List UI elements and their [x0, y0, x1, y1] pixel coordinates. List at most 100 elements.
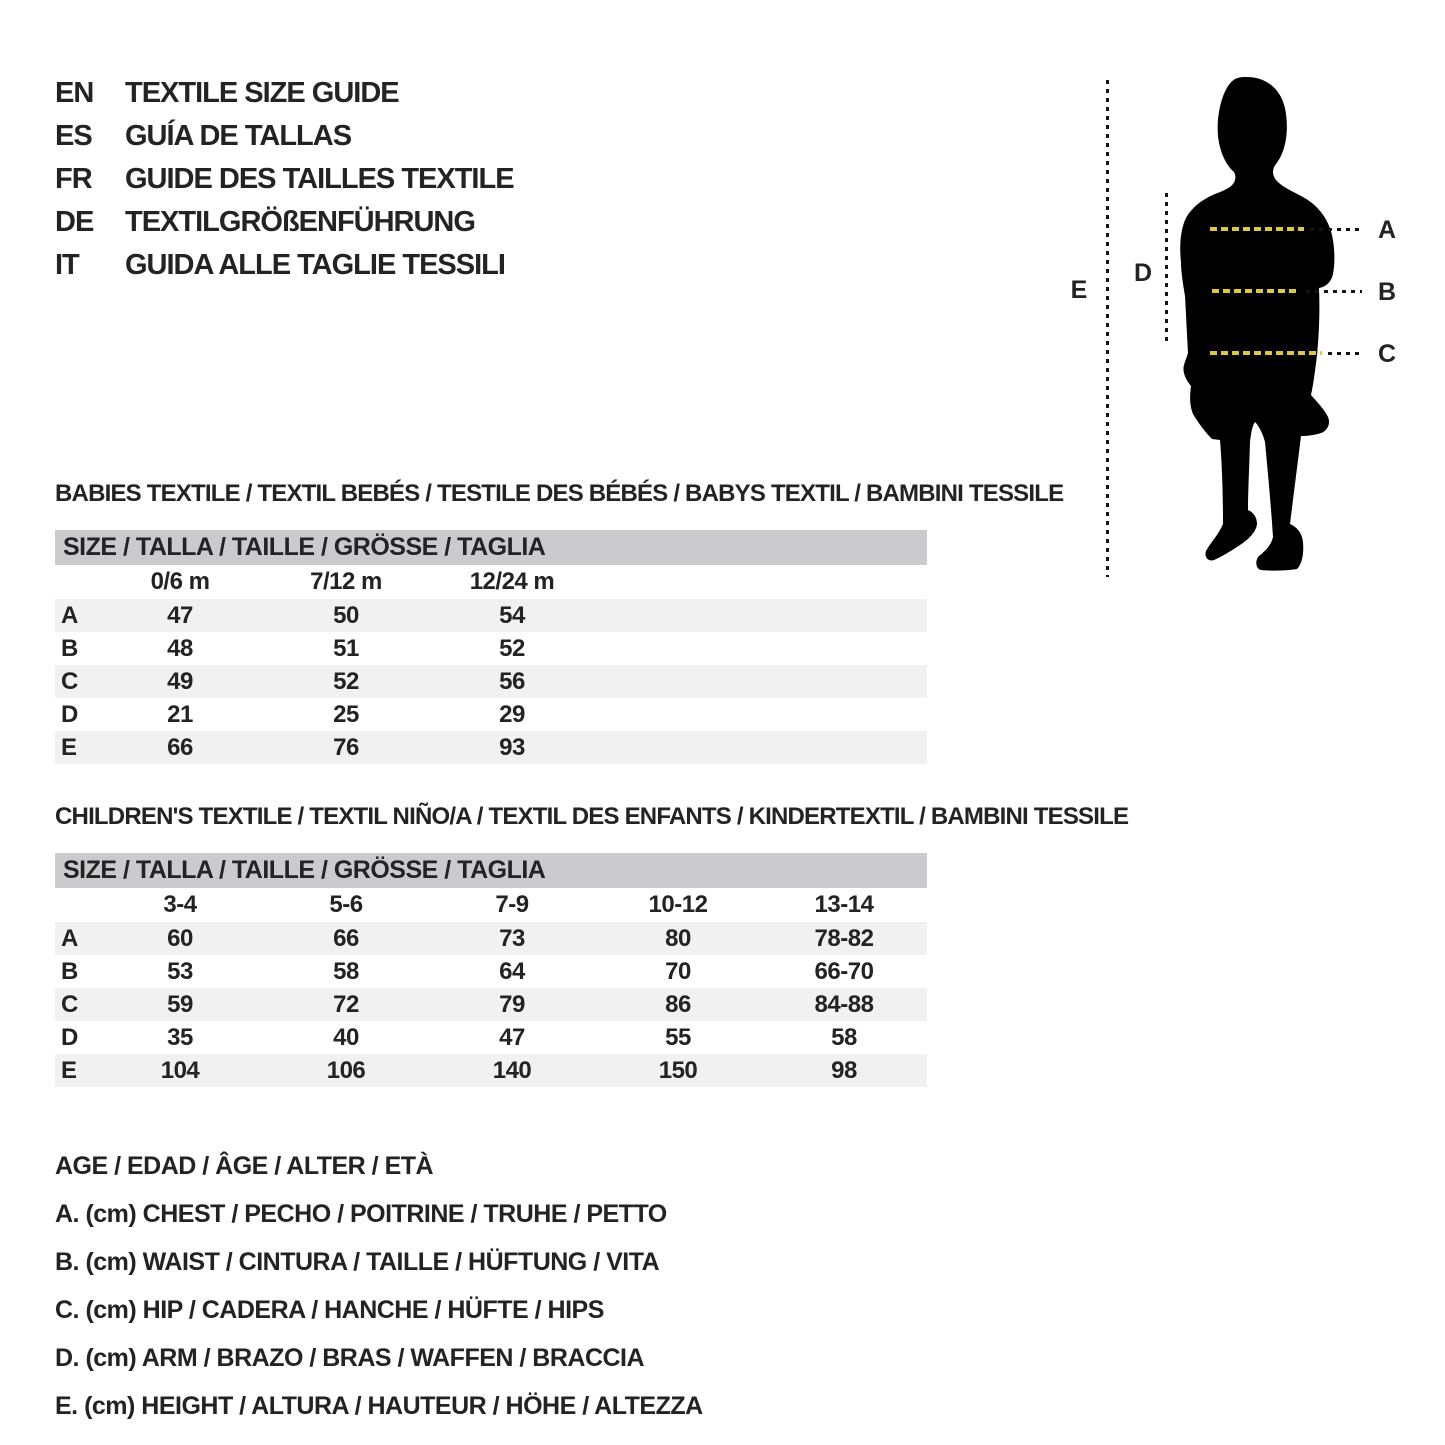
lang-title: GUÍA DE TALLAS: [125, 120, 352, 152]
legend-chest: A. (cm) CHEST / PECHO / POITRINE / TRUHE…: [55, 1200, 667, 1228]
empty-corner-cell: [55, 565, 97, 599]
lang-row-en: EN TEXTILE SIZE GUIDE: [55, 72, 514, 115]
cell: 58: [831, 1023, 857, 1051]
row-label: A: [61, 924, 78, 952]
cell: 58: [333, 957, 359, 985]
row-label: B: [61, 957, 78, 985]
filler-cell: [595, 565, 927, 599]
lang-row-es: ES GUÍA DE TALLAS: [55, 115, 514, 158]
measure-label-c: C: [1377, 340, 1397, 368]
column-header: 13-14: [814, 891, 874, 918]
legend-hip: C. (cm) HIP / CADERA / HANCHE / HÜFTE / …: [55, 1296, 604, 1324]
cell: 56: [499, 667, 525, 695]
column-header: 0/6 m: [150, 568, 210, 595]
lang-title: TEXTILGRÖßENFÜHRUNG: [125, 206, 476, 238]
lang-code: DE: [55, 206, 94, 238]
lang-code: FR: [55, 163, 93, 195]
cell: 48: [167, 634, 193, 662]
children-table: 3-4 5-6 7-9 10-12 13-14 A 60 66 73 80 78…: [55, 888, 927, 1087]
empty-corner-cell: [55, 888, 97, 922]
children-section-title: CHILDREN'S TEXTILE / TEXTIL NIÑO/A / TEX…: [55, 803, 1129, 830]
filler-cell: [595, 665, 927, 698]
column-header: 10-12: [648, 891, 708, 918]
lang-code: ES: [55, 120, 93, 152]
children-size-table: SIZE / TALLA / TAILLE / GRÖSSE / TAGLIA …: [55, 853, 927, 1087]
cell: 59: [167, 990, 193, 1018]
table-row: B 48 51 52: [55, 632, 927, 665]
babies-column-header-row: 0/6 m 7/12 m 12/24 m: [55, 565, 927, 599]
cell: 21: [167, 700, 193, 728]
cell: 86: [665, 990, 691, 1018]
arm-measure-line-d: [1165, 193, 1168, 345]
filler-cell: [595, 632, 927, 665]
lang-title: TEXTILE SIZE GUIDE: [125, 77, 400, 109]
children-table-header-bar: SIZE / TALLA / TAILLE / GRÖSSE / TAGLIA: [55, 853, 927, 888]
cell: 25: [333, 700, 359, 728]
lang-row-fr: FR GUIDE DES TAILLES TEXTILE: [55, 158, 515, 201]
cell: 50: [333, 601, 359, 629]
cell: 150: [658, 1056, 698, 1084]
row-label: B: [61, 634, 78, 662]
cell: 93: [499, 733, 525, 761]
legend-height: E. (cm) HEIGHT / ALTURA / HAUTEUR / HÖHE…: [55, 1392, 703, 1420]
babies-table-header-bar: SIZE / TALLA / TAILLE / GRÖSSE / TAGLIA: [55, 530, 927, 565]
table-row: C 49 52 56: [55, 665, 927, 698]
measure-label-b: B: [1377, 278, 1397, 306]
lang-row-it: IT GUIDA ALLE TAGLIE TESSILI: [55, 244, 514, 287]
table-row: D 35 40 47 55 58: [55, 1021, 927, 1054]
babies-size-table: SIZE / TALLA / TAILLE / GRÖSSE / TAGLIA …: [55, 530, 927, 764]
column-header: 12/24 m: [469, 568, 555, 595]
language-header: EN TEXTILE SIZE GUIDE ES GUÍA DE TALLAS …: [55, 72, 515, 287]
legend-waist: B. (cm) WAIST / CINTURA / TAILLE / HÜFTU…: [55, 1248, 660, 1276]
column-header: 3-4: [163, 891, 197, 918]
column-header: 5-6: [329, 891, 363, 918]
table-row: E 66 76 93: [55, 731, 927, 764]
cell: 70: [665, 957, 691, 985]
cell: 49: [167, 667, 193, 695]
cell: 64: [499, 957, 525, 985]
cell: 29: [499, 700, 525, 728]
children-column-header-row: 3-4 5-6 7-9 10-12 13-14: [55, 888, 927, 922]
chest-measure-dash-a: [1210, 227, 1304, 231]
cell: 40: [333, 1023, 359, 1051]
babies-table: 0/6 m 7/12 m 12/24 m A 47 50 54 B 48 5: [55, 565, 927, 764]
cell: 78-82: [814, 924, 874, 952]
row-label: D: [61, 700, 78, 728]
cell: 140: [492, 1056, 532, 1084]
row-label: E: [61, 733, 77, 761]
cell: 104: [160, 1056, 200, 1084]
table-row: B 53 58 64 70 66-70: [55, 955, 927, 988]
cell: 106: [326, 1056, 366, 1084]
row-label: C: [61, 990, 78, 1018]
measurement-legend: AGE / EDAD / ÂGE / ALTER / ETÀ A. (cm) C…: [55, 1142, 703, 1430]
cell: 47: [167, 601, 193, 629]
legend-arm: D. (cm) ARM / BRAZO / BRAS / WAFFEN / BR…: [55, 1344, 645, 1372]
hip-measure-dash-c: [1210, 351, 1322, 355]
height-measure-line-e: [1106, 80, 1109, 577]
column-header: 7/12 m: [310, 568, 382, 595]
lang-title: GUIDA ALLE TAGLIE TESSILI: [125, 249, 506, 281]
cell: 80: [665, 924, 691, 952]
babies-section-title: BABIES TEXTILE / TEXTIL BEBÉS / TESTILE …: [55, 480, 1064, 507]
row-label: E: [61, 1056, 77, 1084]
cell: 66: [167, 733, 193, 761]
row-label: D: [61, 1023, 78, 1051]
cell: 98: [831, 1056, 857, 1084]
lang-row-de: DE TEXTILGRÖßENFÜHRUNG: [55, 201, 514, 244]
legend-age: AGE / EDAD / ÂGE / ALTER / ETÀ: [55, 1152, 434, 1180]
cell: 76: [333, 733, 359, 761]
table-row: A 47 50 54: [55, 599, 927, 632]
cell: 72: [333, 990, 359, 1018]
table-row: A 60 66 73 80 78-82: [55, 922, 927, 955]
lang-code: EN: [55, 77, 94, 109]
column-header: 7-9: [495, 891, 529, 918]
cell: 53: [167, 957, 193, 985]
filler-cell: [595, 599, 927, 632]
chest-measure-leader-a: [1310, 228, 1362, 231]
cell: 52: [499, 634, 525, 662]
table-row: D 21 25 29: [55, 698, 927, 731]
measure-label-d: D: [1133, 259, 1153, 287]
measure-label-e: E: [1070, 276, 1088, 304]
cell: 52: [333, 667, 359, 695]
